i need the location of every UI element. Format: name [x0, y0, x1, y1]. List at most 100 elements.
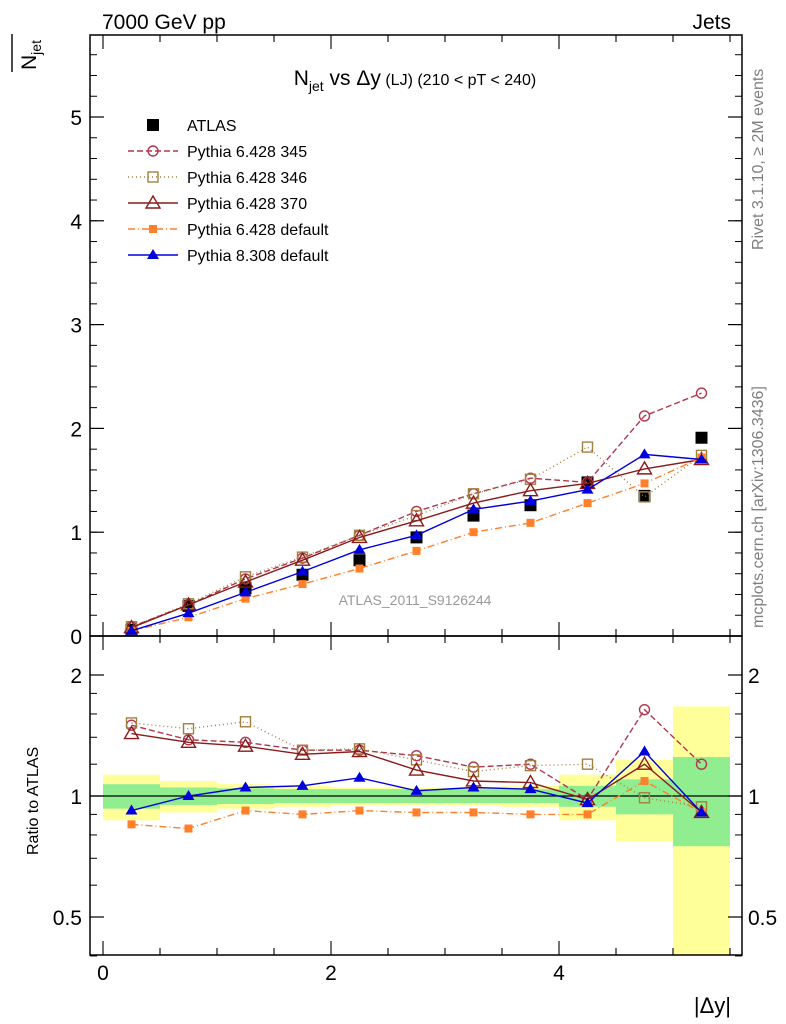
marker-triangle-open [351, 743, 368, 758]
y-tick-label: 1 [70, 522, 82, 545]
y-tick-label: 2 [70, 418, 82, 441]
marker-triangle-open [123, 725, 140, 740]
uncertainty-band-inner [616, 779, 673, 815]
chart-title: Njet vs Δy (LJ) (210 < pT < 240) [294, 67, 537, 94]
marker-triangle [296, 565, 309, 576]
ratio-y-tick-label: 2 [70, 665, 82, 688]
series-line-p346 [131, 446, 702, 628]
marker-triangle [182, 790, 195, 800]
marker-triangle [524, 783, 537, 794]
svg-text:Njet: Njet [18, 40, 44, 70]
legend-label: Pythia 6.428 370 [187, 196, 307, 213]
marker-square [147, 119, 159, 131]
marker-triangle [695, 806, 708, 817]
marker-square-open [296, 744, 309, 756]
marker-triangle [581, 483, 594, 494]
series-line-p345 [131, 708, 702, 801]
marker-square [583, 810, 592, 819]
x-tick-label: 4 [553, 962, 565, 985]
marker-triangle-open [408, 512, 425, 527]
y-tick-label: 5 [70, 107, 82, 130]
x-tick-label: 0 [97, 962, 109, 985]
marker-triangle-open [294, 551, 311, 566]
marker-square-open [467, 488, 480, 500]
analysis-category-label: Jets [692, 11, 731, 34]
marker-square-open [239, 716, 252, 728]
marker-triangle [182, 607, 195, 618]
marker-square [298, 810, 307, 819]
marker-square [412, 808, 421, 817]
marker-triangle [410, 529, 423, 540]
marker-triangle [467, 781, 480, 792]
marker-square [695, 431, 708, 444]
marker-triangle [147, 249, 159, 259]
marker-square [640, 479, 649, 488]
marker-square-open [581, 758, 594, 770]
series-line-p346 [131, 721, 702, 808]
ratio-y-tick-label-right: 1 [748, 786, 760, 809]
y-tick-label: 3 [70, 315, 82, 338]
marker-square [469, 808, 478, 817]
marker-circle-open [638, 703, 651, 716]
marker-triangle [581, 797, 594, 808]
marker-triangle [524, 495, 537, 506]
marker-square [640, 776, 649, 785]
marker-triangle-open [144, 194, 162, 209]
ratio-ylabel: Ratio to ATLAS [25, 747, 42, 855]
marker-triangle-open [237, 737, 254, 752]
marker-square [149, 225, 157, 233]
marker-triangle-open [636, 755, 653, 770]
marker-triangle [638, 448, 651, 459]
marker-square [355, 564, 364, 573]
marker-square [526, 810, 535, 819]
collision-label: 7000 GeV pp [102, 11, 226, 34]
legend-label: Pythia 6.428 345 [187, 144, 307, 161]
marker-triangle [239, 781, 252, 792]
series-line-p6def [131, 780, 702, 830]
marker-square [298, 580, 307, 589]
marker-triangle [695, 453, 708, 464]
marker-square-open [467, 765, 480, 778]
marker-square-open [410, 754, 423, 766]
legend-label: Pythia 6.428 default [187, 222, 329, 239]
marker-square [127, 820, 136, 829]
svg-text:Njet vs Δy (LJ) (210 < pT < 24: Njet vs Δy (LJ) (210 < pT < 240) [294, 67, 537, 94]
marker-square [241, 806, 250, 815]
marker-circle-open [638, 410, 651, 422]
analysis-id-watermark: ATLAS_2011_S9126244 [339, 592, 492, 608]
marker-square [184, 824, 193, 833]
x-axis-label: |Δy| [694, 993, 731, 1018]
x-tick-label: 2 [325, 962, 337, 985]
marker-circle-open [147, 145, 159, 157]
ratio-y-tick-label: 0.5 [53, 907, 82, 930]
marker-triangle [353, 771, 366, 782]
marker-triangle [353, 543, 366, 554]
series-line-p370 [131, 732, 702, 814]
marker-triangle-open [636, 460, 653, 475]
marker-square-open [147, 171, 159, 183]
y-tick-label: 0 [70, 626, 82, 649]
y-tick-label: 4 [70, 211, 82, 234]
main-ylabel: Njet [11, 34, 44, 72]
rivet-version-label: Rivet 3.1.10, ≥ 2M events [750, 69, 767, 250]
marker-square [583, 499, 592, 508]
marker-square [184, 613, 193, 622]
marker-triangle [125, 624, 138, 635]
marker-triangle-open [294, 745, 311, 760]
marker-triangle [239, 586, 252, 597]
marker-triangle [638, 745, 651, 756]
ratio-y-tick-label-right: 2 [748, 665, 760, 688]
mcplots-credit-label: mcplots.cern.ch [arXiv:1306.3436] [750, 386, 767, 628]
marker-triangle [467, 503, 480, 514]
series-line-p345 [131, 392, 702, 628]
marker-square [412, 546, 421, 555]
ratio-plot-panel: 0 2 4 0.5 0.5 1 1 2 2 [53, 635, 777, 985]
marker-square [638, 489, 651, 502]
legend-label: Pythia 8.308 default [187, 248, 329, 265]
marker-triangle-open [351, 529, 368, 544]
marker-circle-open [239, 736, 252, 749]
ratio-y-tick-label-right: 0.5 [748, 907, 777, 930]
legend-label: Pythia 6.428 346 [187, 170, 307, 187]
marker-square-open [581, 441, 594, 453]
